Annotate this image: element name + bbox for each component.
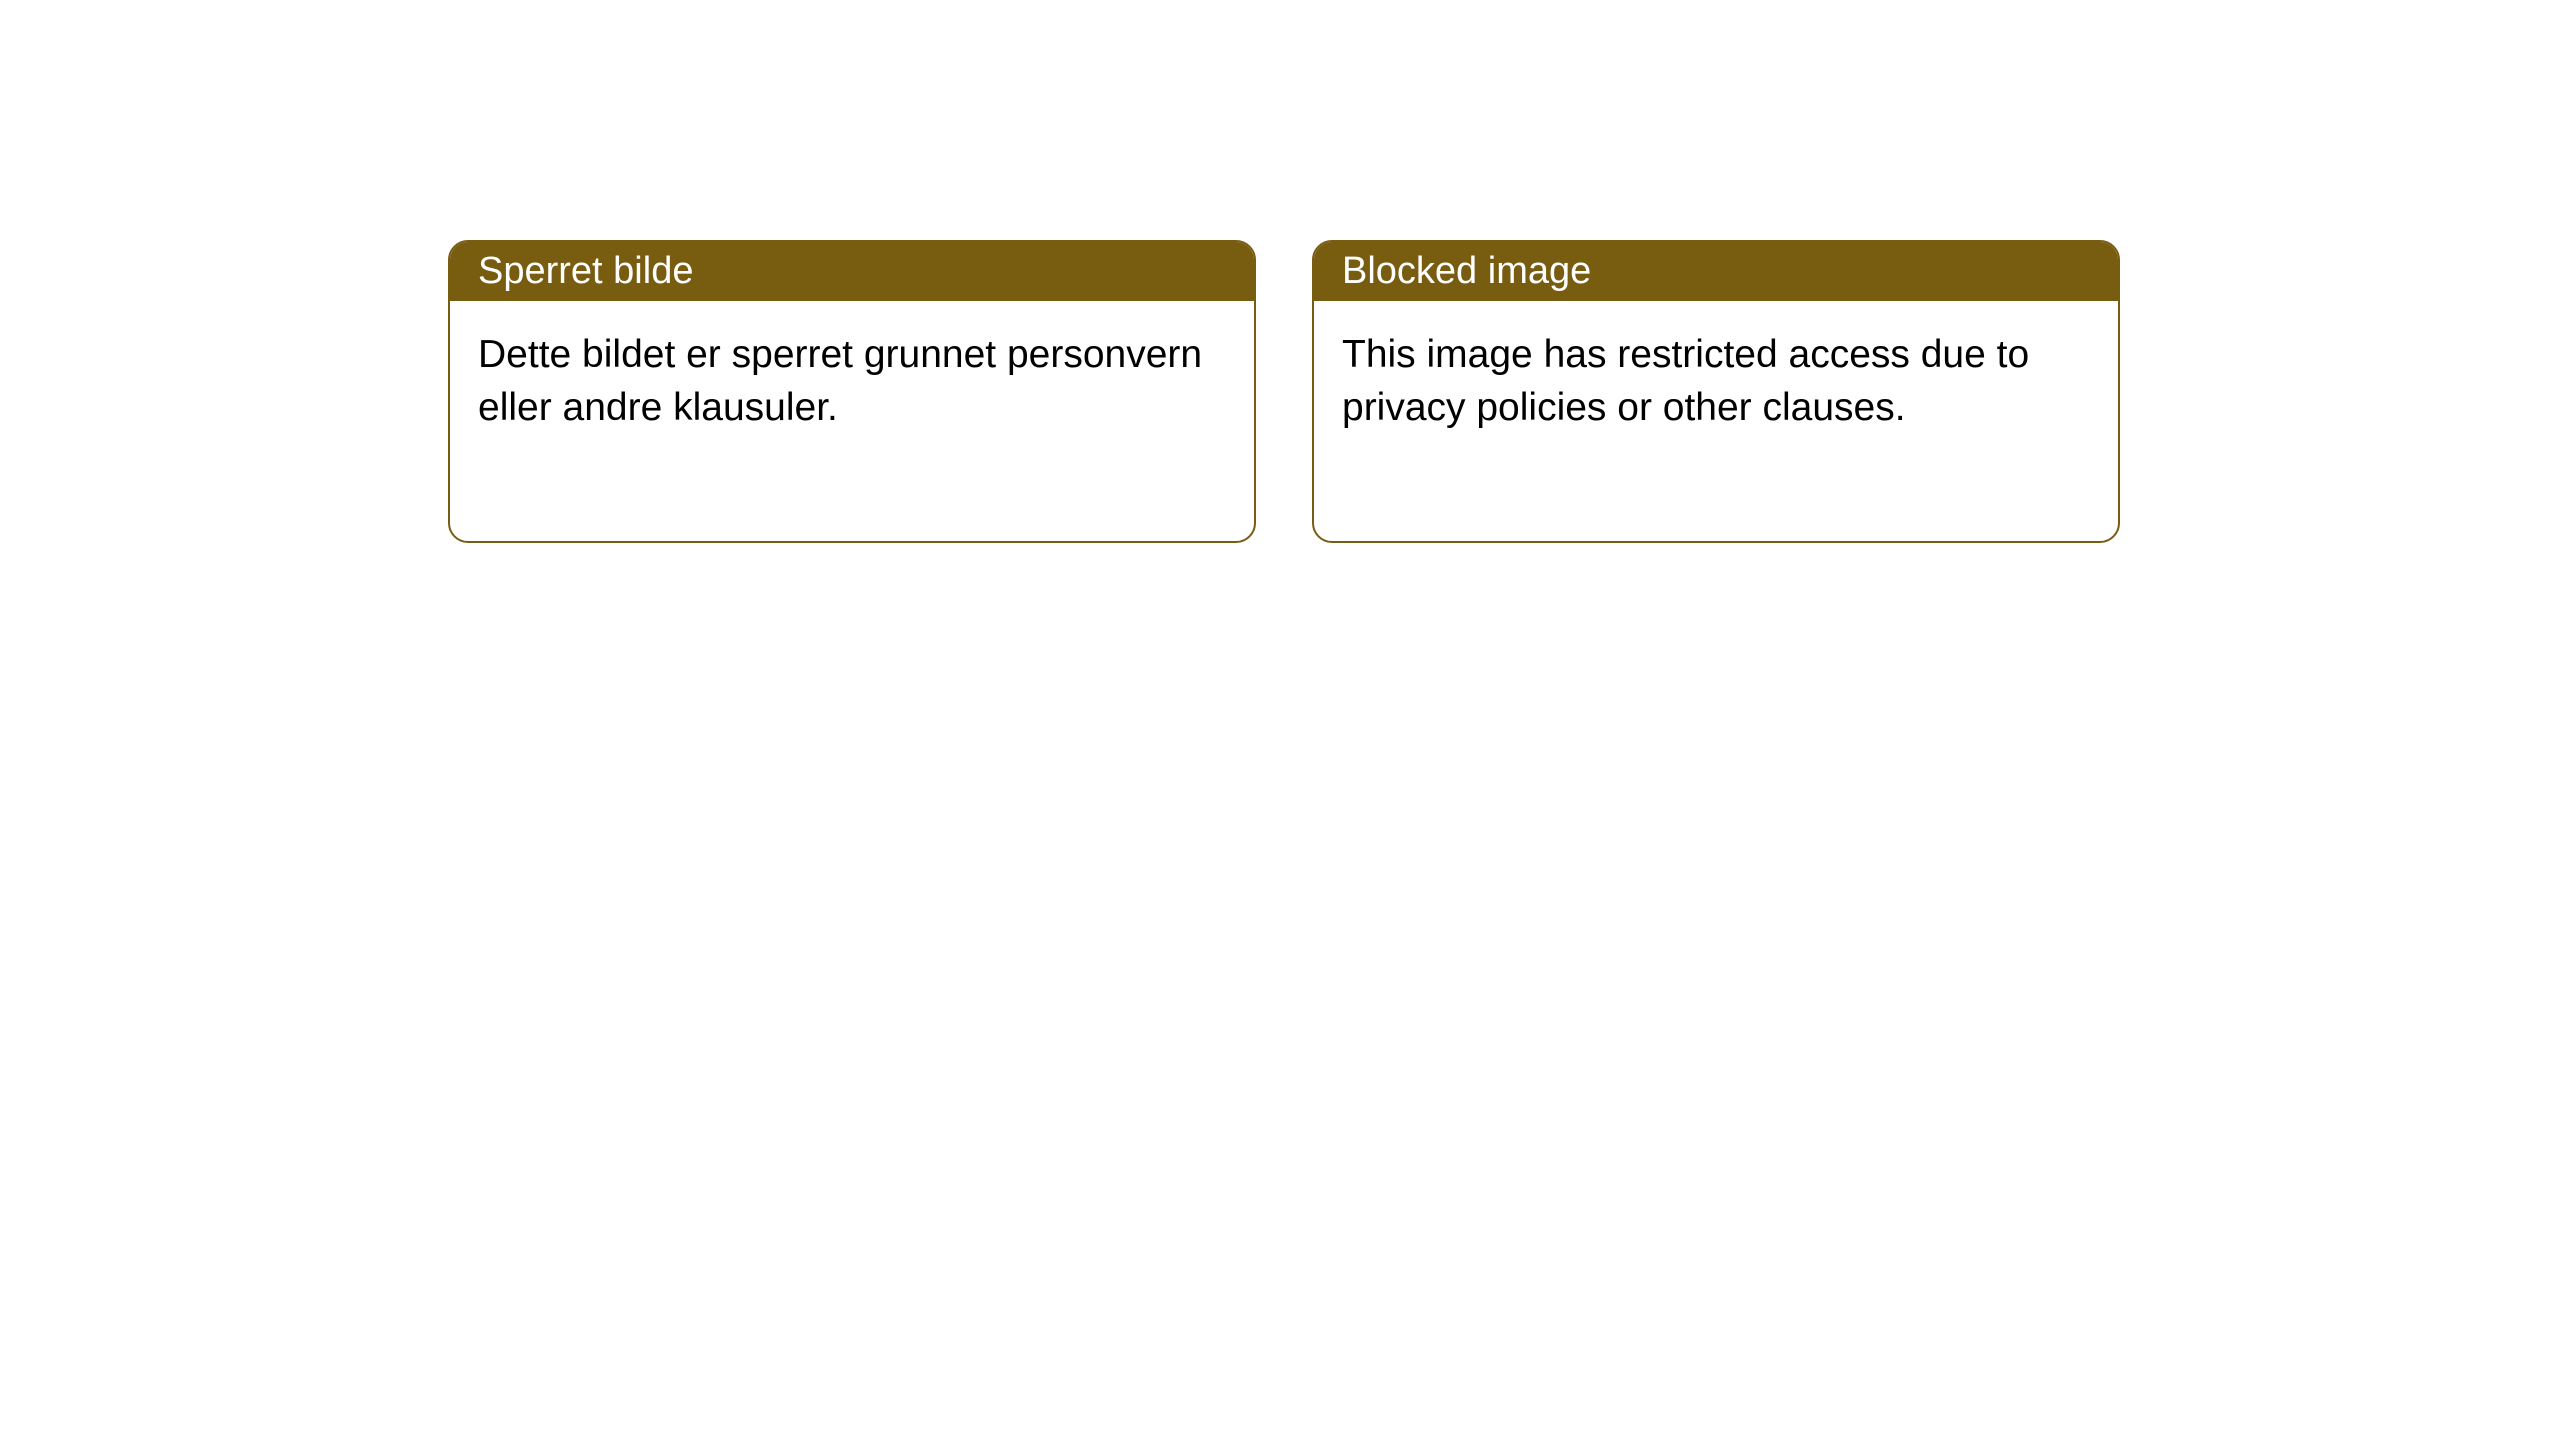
notice-card-norwegian: Sperret bilde Dette bildet er sperret gr…: [448, 240, 1256, 543]
card-header: Sperret bilde: [450, 242, 1254, 301]
card-title: Sperret bilde: [478, 250, 693, 292]
notice-card-english: Blocked image This image has restricted …: [1312, 240, 2120, 543]
card-body-text: This image has restricted access due to …: [1342, 333, 2029, 429]
card-title: Blocked image: [1342, 250, 1591, 292]
card-header: Blocked image: [1314, 242, 2118, 301]
card-body: This image has restricted access due to …: [1314, 301, 2118, 541]
notice-container: Sperret bilde Dette bildet er sperret gr…: [448, 240, 2120, 543]
card-body: Dette bildet er sperret grunnet personve…: [450, 301, 1254, 541]
card-body-text: Dette bildet er sperret grunnet personve…: [478, 333, 1202, 429]
